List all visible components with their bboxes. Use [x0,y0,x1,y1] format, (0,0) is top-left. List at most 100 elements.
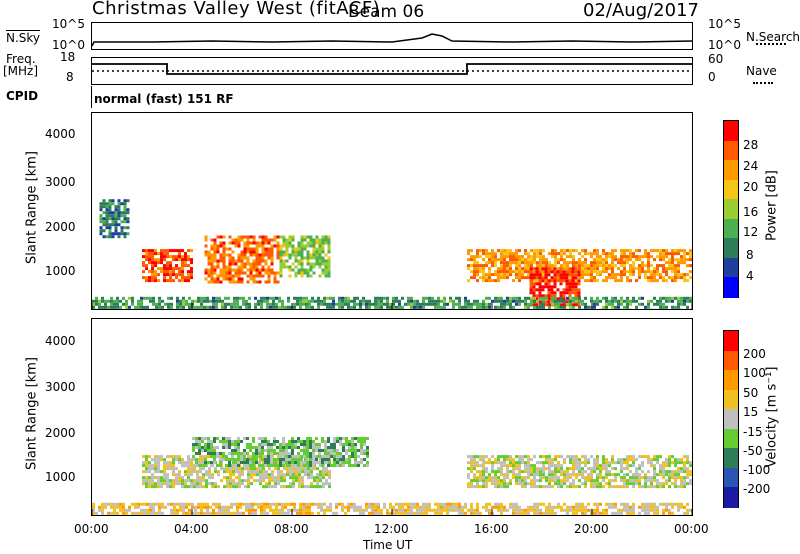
heatmap-cell [542,473,545,477]
heatmap-cell [626,458,629,462]
heatmap-cell [377,508,380,512]
heatmap-cell [297,440,300,443]
heatmap-cell [275,305,278,309]
heatmap-cell [680,249,683,253]
heatmap-cell [213,244,217,248]
heatmap-cell [303,449,306,452]
heatmap-cell [225,443,228,446]
heatmap-cell [163,270,166,274]
heatmap-cell [114,208,118,212]
heatmap-cell [222,235,226,239]
heatmap-cell [452,508,455,512]
heatmap-cell [126,208,130,212]
heatmap-cell [458,302,461,306]
heatmap-cell [350,299,353,303]
heatmap-cell [524,470,527,474]
heatmap-cell [215,299,218,303]
heatmap-cell [509,461,512,465]
heatmap-cell [665,508,668,512]
heatmap-cell [500,302,503,306]
heatmap-cell [620,476,623,480]
heatmap-cell [277,461,280,465]
heatmap-cell [246,244,250,248]
heatmap-cell [632,461,635,465]
heatmap-cell [277,476,280,480]
heatmap-cell [485,470,488,474]
heatmap-cell [140,299,143,303]
heatmap-cell [656,255,659,259]
heatmap-cell [317,502,320,506]
heatmap-cell [641,455,644,459]
heatmap-cell [380,305,383,309]
heatmap-cell [518,508,521,512]
heatmap-cell [169,464,172,468]
heatmap-cell [170,305,173,309]
heatmap-cell [198,464,201,467]
heatmap-cell [142,249,145,253]
heatmap-cell [542,467,545,471]
heatmap-cell [201,440,204,443]
heatmap-cell [614,279,617,283]
heatmap-cell [575,464,578,468]
heatmap-cell [494,458,497,462]
heatmap-cell [107,305,110,309]
heatmap-cell [294,256,298,260]
heatmap-cell [584,479,587,483]
heatmap-cell [665,267,668,271]
heatmap-cell [207,440,210,443]
heatmap-cell [288,274,292,278]
heatmap-cell [554,305,557,309]
heatmap-cell [497,308,500,309]
heatmap-cell [107,511,110,515]
heatmap-cell [236,505,239,509]
heatmap-cell [273,277,277,281]
heatmap-cell [233,296,236,300]
heatmap-cell [288,238,292,242]
heatmap-cell [653,296,656,300]
heatmap-cell [306,449,309,452]
heatmap-cell [464,514,467,515]
heatmap-cell [219,268,223,272]
nsearch-tick-bottom: 10^0 [708,38,741,52]
heatmap-cell [596,461,599,465]
velocity-ytick-3000: 3000 [45,380,76,394]
heatmap-cell [301,470,304,474]
heatmap-cell [554,264,557,268]
heatmap-cell [264,437,267,440]
heatmap-cell [261,256,265,260]
heatmap-cell [228,253,232,257]
heatmap-cell [532,294,536,298]
heatmap-cell [330,455,333,458]
heatmap-cell [565,276,569,280]
heatmap-cell [677,264,680,268]
heatmap-cell [602,476,605,480]
heatmap-cell [185,299,188,303]
heatmap-cell [638,482,641,486]
heatmap-cell [309,244,313,248]
heatmap-cell [327,235,331,239]
heatmap-cell [425,505,428,509]
heatmap-cell [188,514,191,515]
heatmap-cell [635,482,638,486]
heatmap-cell [632,464,635,468]
heatmap-cell [425,296,428,300]
heatmap-cell [572,299,575,303]
heatmap-cell [217,470,220,474]
heatmap-cell [320,302,323,306]
heatmap-cell [266,305,269,309]
heatmap-cell [228,241,232,245]
heatmap-cell [413,511,416,515]
heatmap-cell [98,302,101,306]
heatmap-cell [494,296,497,300]
heatmap-cell [222,455,225,458]
heatmap-cell [524,455,527,459]
heatmap-cell [686,461,689,465]
heatmap-cell [569,514,572,515]
heatmap-cell [190,458,193,462]
heatmap-cell [413,302,416,306]
heatmap-cell [283,485,286,489]
heatmap-cell [542,485,545,489]
heatmap-cell [154,279,157,283]
heatmap-cell [234,241,238,245]
heatmap-cell [305,508,308,512]
